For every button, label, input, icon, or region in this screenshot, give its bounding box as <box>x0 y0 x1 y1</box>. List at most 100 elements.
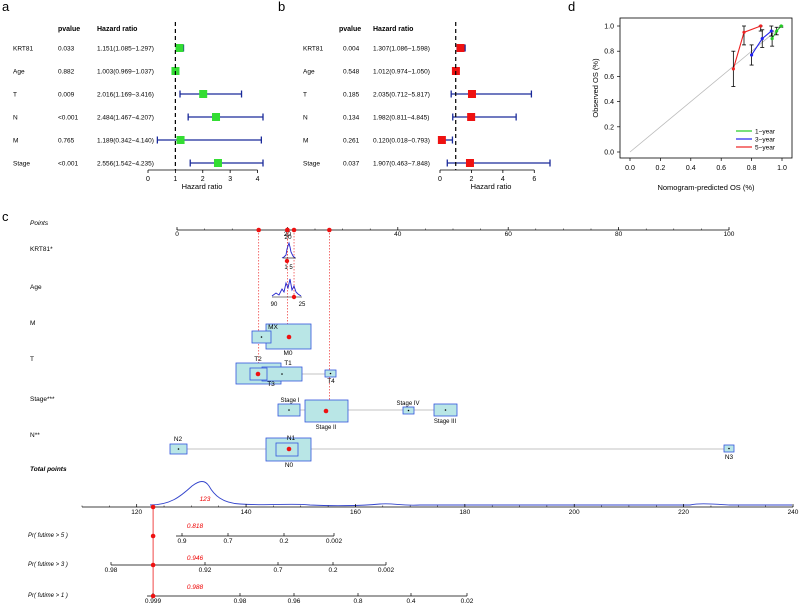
forest-row-label: Age <box>13 69 25 76</box>
calibration-x-tick-label: 0.8 <box>747 165 757 172</box>
forest-row-label: N <box>13 115 18 122</box>
nomogram-guide-dot <box>291 227 297 233</box>
nomogram-var-label-n: N** <box>30 432 40 439</box>
calibration-point <box>779 24 783 28</box>
nomogram-prob-tick-label: 0.4 <box>406 598 415 603</box>
panel-label-a: a <box>2 0 10 14</box>
nomogram-points-label: Points <box>30 220 49 227</box>
nomogram-stage-box-label: Stage II <box>316 425 337 431</box>
forest-a-header-pvalue: pvalue <box>58 26 80 33</box>
nomogram-stage-box-label: Stage III <box>434 419 457 425</box>
calibration-y-tick-label: 0.0 <box>604 150 614 157</box>
nomogram-total-marker <box>150 504 156 510</box>
forest-row-label: Age <box>303 69 315 76</box>
calibration-xlabel: Nomogram-predicted OS (%) <box>657 183 755 192</box>
nomogram-prob-tick-label: 0.02 <box>461 598 474 603</box>
nomogram-prob-tick-label: 0.9 <box>177 538 186 545</box>
forest-row-label: Stage <box>13 161 30 168</box>
forest-hr-marker <box>467 113 476 121</box>
forest-hr-marker <box>199 90 208 98</box>
forest-x-tick-label: 1 <box>173 176 177 183</box>
forest-b-header-pvalue: pvalue <box>339 26 361 33</box>
forest-row-hr-text: 1.307(1.086−1.598) <box>373 46 430 53</box>
nomogram-krt81-marker <box>284 258 290 264</box>
nomogram-total-value: 123 <box>200 496 211 503</box>
forest-b-header-hr: Hazard ratio <box>373 26 413 33</box>
forest-row-hr-text: 1.907(0.463−7.848) <box>373 161 430 168</box>
forest-row-pvalue: 0.033 <box>58 46 75 53</box>
nomogram-var-label-stage: Stage*** <box>30 396 55 403</box>
forest-hr-marker <box>176 136 185 144</box>
nomogram-krt81-tick-label: 1 <box>284 265 288 271</box>
forest-row-pvalue: 0.261 <box>343 138 360 145</box>
nomogram-total-tick-label: 180 <box>459 509 470 516</box>
calibration-frame <box>619 17 793 159</box>
forest-x-tick-label: 0 <box>146 176 150 183</box>
forest-x-tick-label: 2 <box>469 176 473 183</box>
forest-hr-marker <box>456 44 465 52</box>
nomogram-m-marker <box>286 334 292 340</box>
forest-hr-marker <box>465 159 474 167</box>
nomogram-m-box-label: M0 <box>283 350 292 357</box>
nomogram-var-label-t: T <box>30 356 34 363</box>
nomogram-guide-dot <box>256 227 261 233</box>
panel-label-d: d <box>568 0 575 14</box>
forest-row-label: T <box>13 92 17 99</box>
nomogram-stage4-box-center <box>407 409 410 412</box>
forest-row-pvalue: 0.765 <box>58 138 75 145</box>
forest-row-hr-text: 2.484(1.467−4.207) <box>97 115 154 122</box>
calibration-point <box>775 29 779 33</box>
nomogram-total-tick-label: 140 <box>241 509 252 516</box>
nomogram-guide-dot <box>285 227 290 233</box>
forest-hr-marker <box>437 136 446 144</box>
nomogram-prob-tick-label: 0.999 <box>145 598 162 603</box>
nomogram-n-marker <box>286 446 292 452</box>
nomogram-var-label-m: M <box>30 320 35 327</box>
forest-row-pvalue: 0.185 <box>343 92 360 99</box>
forest-a-header-hr: Hazard ratio <box>97 26 137 33</box>
nomogram-n-box-label: N1 <box>287 435 296 442</box>
forest-x-tick-label: 4 <box>501 176 505 183</box>
nomogram-var-label-age: Age <box>30 284 42 291</box>
forest-row-hr-text: 2.016(1.169−3.416) <box>97 92 154 99</box>
nomogram-points-tick-label: 80 <box>615 231 623 238</box>
nomogram-age-density <box>271 278 302 297</box>
forest-hr-marker <box>213 159 222 167</box>
nomogram-prob-tick-label: 0.002 <box>378 567 395 574</box>
forest-row-pvalue: <0.001 <box>58 115 78 122</box>
calibration-point <box>770 37 774 41</box>
calibration-legend-label: 5−year <box>755 145 776 152</box>
nomogram-age-tick-label: 90 <box>271 302 278 308</box>
calibration-point <box>759 24 763 28</box>
nomogram-points-tick-label: 60 <box>505 231 513 238</box>
calibration-x-tick-label: 0.6 <box>716 165 726 172</box>
nomogram-n-box-label: N3 <box>725 454 734 461</box>
nomogram-prob-tick-label: 0.002 <box>326 538 343 545</box>
nomogram-stage-box-label: Stage I <box>280 398 299 404</box>
forest-hr-marker <box>467 90 476 98</box>
nomogram-prob-marker <box>150 593 156 599</box>
forest-row-hr-text: 1.151(1.085−1.297) <box>97 46 154 53</box>
forest-row-pvalue: <0.001 <box>58 161 78 168</box>
nomogram-total-tick-label: 220 <box>678 509 689 516</box>
nomogram-krt81-tick-label: 20 <box>284 234 292 241</box>
calibration-legend-label: 1−year <box>755 129 776 136</box>
nomogram-t-box-label: T1 <box>284 360 292 367</box>
nomogram-prob-label-1y: Pr( futime > 1 ) <box>28 593 68 599</box>
calibration-point <box>731 67 735 71</box>
nomogram-guide-dot <box>327 227 332 233</box>
nomogram-prob-tick-label: 0.7 <box>223 538 232 545</box>
calibration-point <box>769 29 773 33</box>
nomogram-prob-marker <box>150 533 156 539</box>
panel-label-b: b <box>278 0 285 14</box>
calibration-ylabel: Observed OS (%) <box>591 58 600 118</box>
nomogram-n-box-label: N2 <box>174 436 183 443</box>
calibration-plot: Nomogram-predicted OS (%) Observed OS (%… <box>591 17 793 192</box>
calibration-x-tick-label: 0.4 <box>686 165 696 172</box>
nomogram-t-box-label: T2 <box>254 356 262 363</box>
nomogram-prob-value-5y: 0.818 <box>187 523 204 530</box>
nomogram-t1-box-center <box>281 373 283 375</box>
nomogram-m-box-label: MX <box>268 324 278 331</box>
calibration-x-tick-label: 0.0 <box>625 165 635 172</box>
